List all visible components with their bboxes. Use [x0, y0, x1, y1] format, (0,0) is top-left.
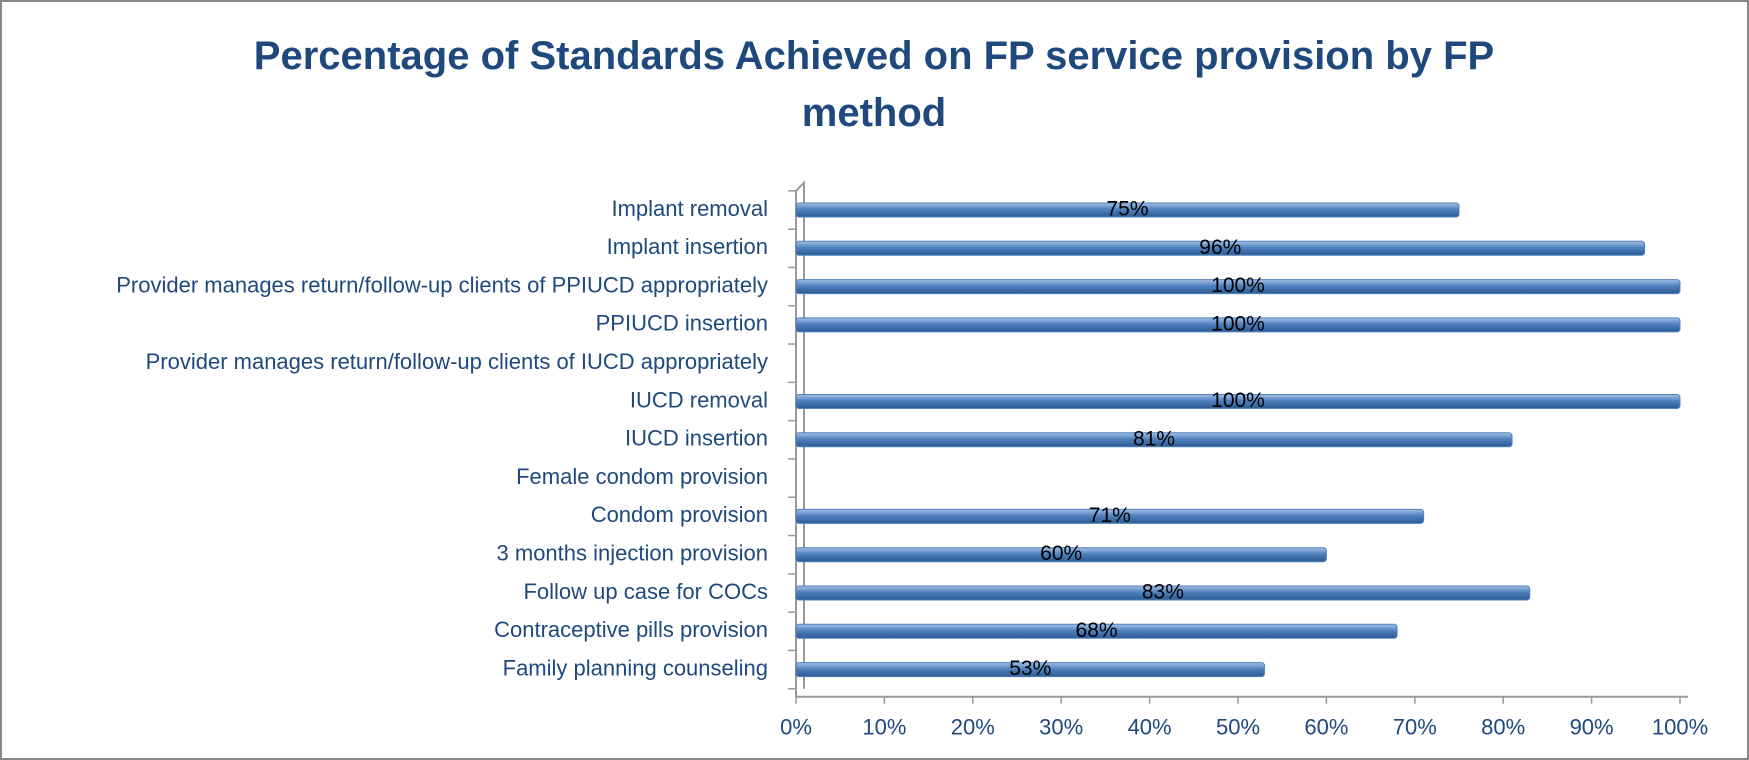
y-tick-label: Condom provision	[591, 502, 768, 527]
y-tick-label: Implant insertion	[607, 234, 768, 259]
x-tick-label: 20%	[951, 715, 995, 740]
y-tick-label: IUCD removal	[630, 387, 768, 412]
value-label: 96%	[1199, 236, 1241, 259]
chart-title: Percentage of Standards Achieved on FP s…	[254, 34, 1494, 135]
y-tick-label: Family planning counseling	[503, 655, 768, 680]
x-tick-label: 90%	[1570, 715, 1614, 740]
x-tick-label: 0%	[780, 715, 812, 740]
y-tick-label: PPIUCD insertion	[596, 311, 768, 336]
bar	[795, 279, 1681, 295]
y-tick-label: 3 months injection provision	[497, 541, 768, 566]
value-label: 68%	[1076, 619, 1118, 642]
value-label: 60%	[1040, 542, 1082, 565]
value-label: 75%	[1106, 198, 1148, 221]
value-label: 100%	[1211, 312, 1265, 335]
value-label: 81%	[1133, 427, 1175, 450]
y-tick-label: IUCD insertion	[625, 426, 768, 451]
bar	[795, 623, 1398, 639]
bar	[795, 585, 1531, 601]
bar	[795, 662, 1266, 678]
value-label: 71%	[1089, 504, 1131, 527]
bar	[795, 202, 1460, 218]
y-tick-label: Implant removal	[611, 196, 768, 221]
value-label: 100%	[1211, 389, 1265, 412]
x-tick-label: 80%	[1481, 715, 1525, 740]
bar	[795, 432, 1513, 448]
bar	[795, 508, 1425, 524]
x-tick-label: 50%	[1216, 715, 1260, 740]
x-tick-label: 100%	[1652, 715, 1708, 740]
x-tick-label: 10%	[862, 715, 906, 740]
x-tick-label: 40%	[1128, 715, 1172, 740]
y-tick-label: Follow up case for COCs	[523, 579, 768, 604]
value-label: 83%	[1142, 581, 1184, 604]
bar	[795, 240, 1646, 256]
x-tick-label: 70%	[1393, 715, 1437, 740]
y-tick-label: Contraceptive pills provision	[494, 617, 768, 642]
bar	[795, 317, 1681, 333]
bar	[795, 394, 1681, 409]
value-label: 100%	[1211, 274, 1265, 297]
y-tick-label: Provider manages return/follow-up client…	[116, 272, 768, 297]
y-tick-label: Female condom provision	[516, 464, 768, 489]
y-tick-label: Provider manages return/follow-up client…	[146, 349, 768, 374]
bar	[795, 547, 1327, 563]
x-tick-label: 30%	[1039, 715, 1083, 740]
x-tick-label: 60%	[1304, 715, 1348, 740]
value-label: 53%	[1009, 657, 1051, 680]
